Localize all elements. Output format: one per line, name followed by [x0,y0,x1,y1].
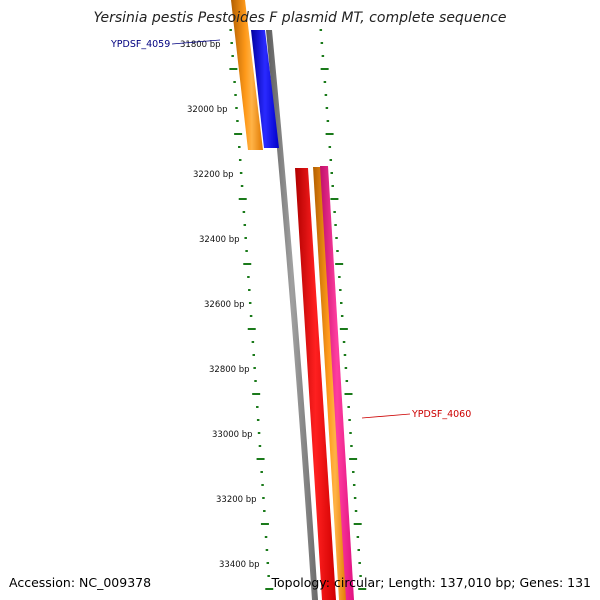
feature-orange-lower [313,167,347,600]
tick-label-32400: 32400 bp [199,235,240,245]
leader-line-ypdsf-4059 [171,39,221,45]
tick-label-32200: 32200 bp [193,170,234,180]
tick-label-32600: 32600 bp [204,300,245,310]
tick-label-32800: 32800 bp [209,365,250,375]
tick-label-32000: 32000 bp [187,105,228,115]
gene-label-ypdsf-4059[interactable]: YPDSF_4059 [110,39,170,50]
tick-labels: 31800 bp 32000 bp 32200 bp 32400 bp 3260… [180,40,260,570]
gene-label-ypdsf-4060[interactable]: YPDSF_4060 [411,409,471,420]
tick-label-33400: 33400 bp [219,560,260,570]
tick-label-33000: 33000 bp [212,430,253,440]
inner-tick-marks [229,29,274,590]
feature-red-lower [295,168,336,600]
accession-label: Accession: NC_009378 [9,575,152,590]
leader-line-ypdsf-4060 [361,413,411,419]
outer-tick-marks [319,29,367,590]
feature-magenta-lower [320,166,354,600]
feature-orange-upper [231,0,263,150]
map-title: Yersinia pestis Pestoides F plasmid MT, … [93,10,507,26]
sequence-summary: Topology: circular; Length: 137,010 bp; … [271,575,592,590]
tick-label-33200: 33200 bp [216,495,257,505]
backbone-arc [266,30,318,600]
tick-label-31800: 31800 bp [180,40,221,50]
feature-blue-upper [251,30,279,148]
